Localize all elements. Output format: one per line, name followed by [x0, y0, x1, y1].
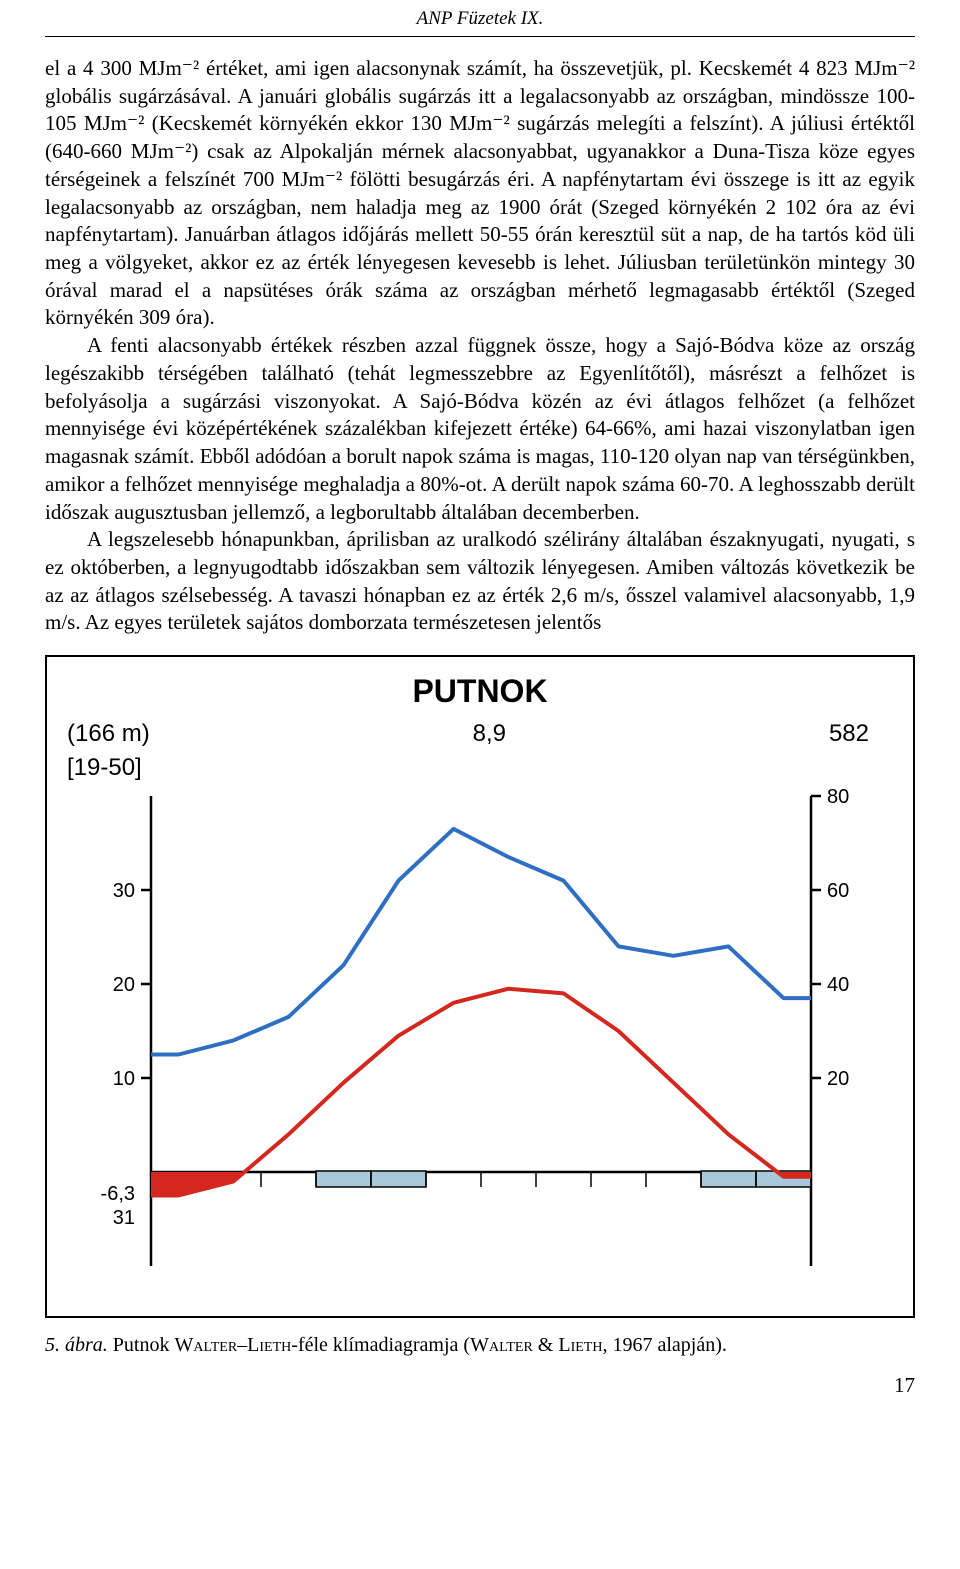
caption-c: , 1967 alapján).: [602, 1334, 726, 1356]
chart-altitude: (166 m): [67, 720, 150, 748]
svg-text:10: 10: [113, 1068, 135, 1090]
svg-text:30: 30: [113, 880, 135, 902]
page-number: 17: [45, 1373, 915, 1398]
body-text: el a 4 300 MJm⁻² értéket, ami igen alacs…: [45, 55, 915, 637]
svg-text:20: 20: [113, 974, 135, 996]
caption-sc1: Walter–Lieth: [174, 1334, 291, 1356]
chart-mean-temp: 8,9: [473, 720, 506, 748]
chart-title: PUTNOK: [61, 673, 899, 710]
caption-num: 5. ábra.: [45, 1334, 108, 1356]
chart-meta-row: (166 m) 8,9 582: [61, 720, 899, 754]
para-1: el a 4 300 MJm⁻² értéket, ami igen alacs…: [45, 55, 915, 332]
climate-chart-box: PUTNOK (166 m) 8,9 582 [19-50] 10 20 30 20 4…: [45, 655, 915, 1318]
svg-text:40: 40: [827, 974, 849, 996]
svg-text:31: 31: [113, 1207, 135, 1229]
chart-annual-precip: 582: [829, 720, 869, 748]
para-3: A legszelesebb hónapunkban, áprilisban a…: [45, 526, 915, 637]
climate-chart-svg: 10 20 30 20 40 60 80 -6,331: [61, 786, 881, 1306]
caption-b: -féle klímadiagramja (: [291, 1334, 470, 1356]
svg-text:20: 20: [827, 1068, 849, 1090]
svg-text:80: 80: [827, 786, 849, 808]
figure-caption: 5. ábra. Putnok Walter–Lieth-féle klímad…: [45, 1334, 915, 1357]
chart-period: [19-50]: [61, 754, 899, 786]
caption-a: Putnok: [108, 1334, 175, 1356]
running-head: ANP Füzetek IX.: [45, 0, 915, 37]
caption-sc2: Walter & Lieth: [470, 1334, 602, 1356]
svg-text:-6,3: -6,3: [101, 1183, 135, 1205]
svg-text:60: 60: [827, 880, 849, 902]
para-2: A fenti alacsonyabb értékek részben azza…: [45, 332, 915, 526]
